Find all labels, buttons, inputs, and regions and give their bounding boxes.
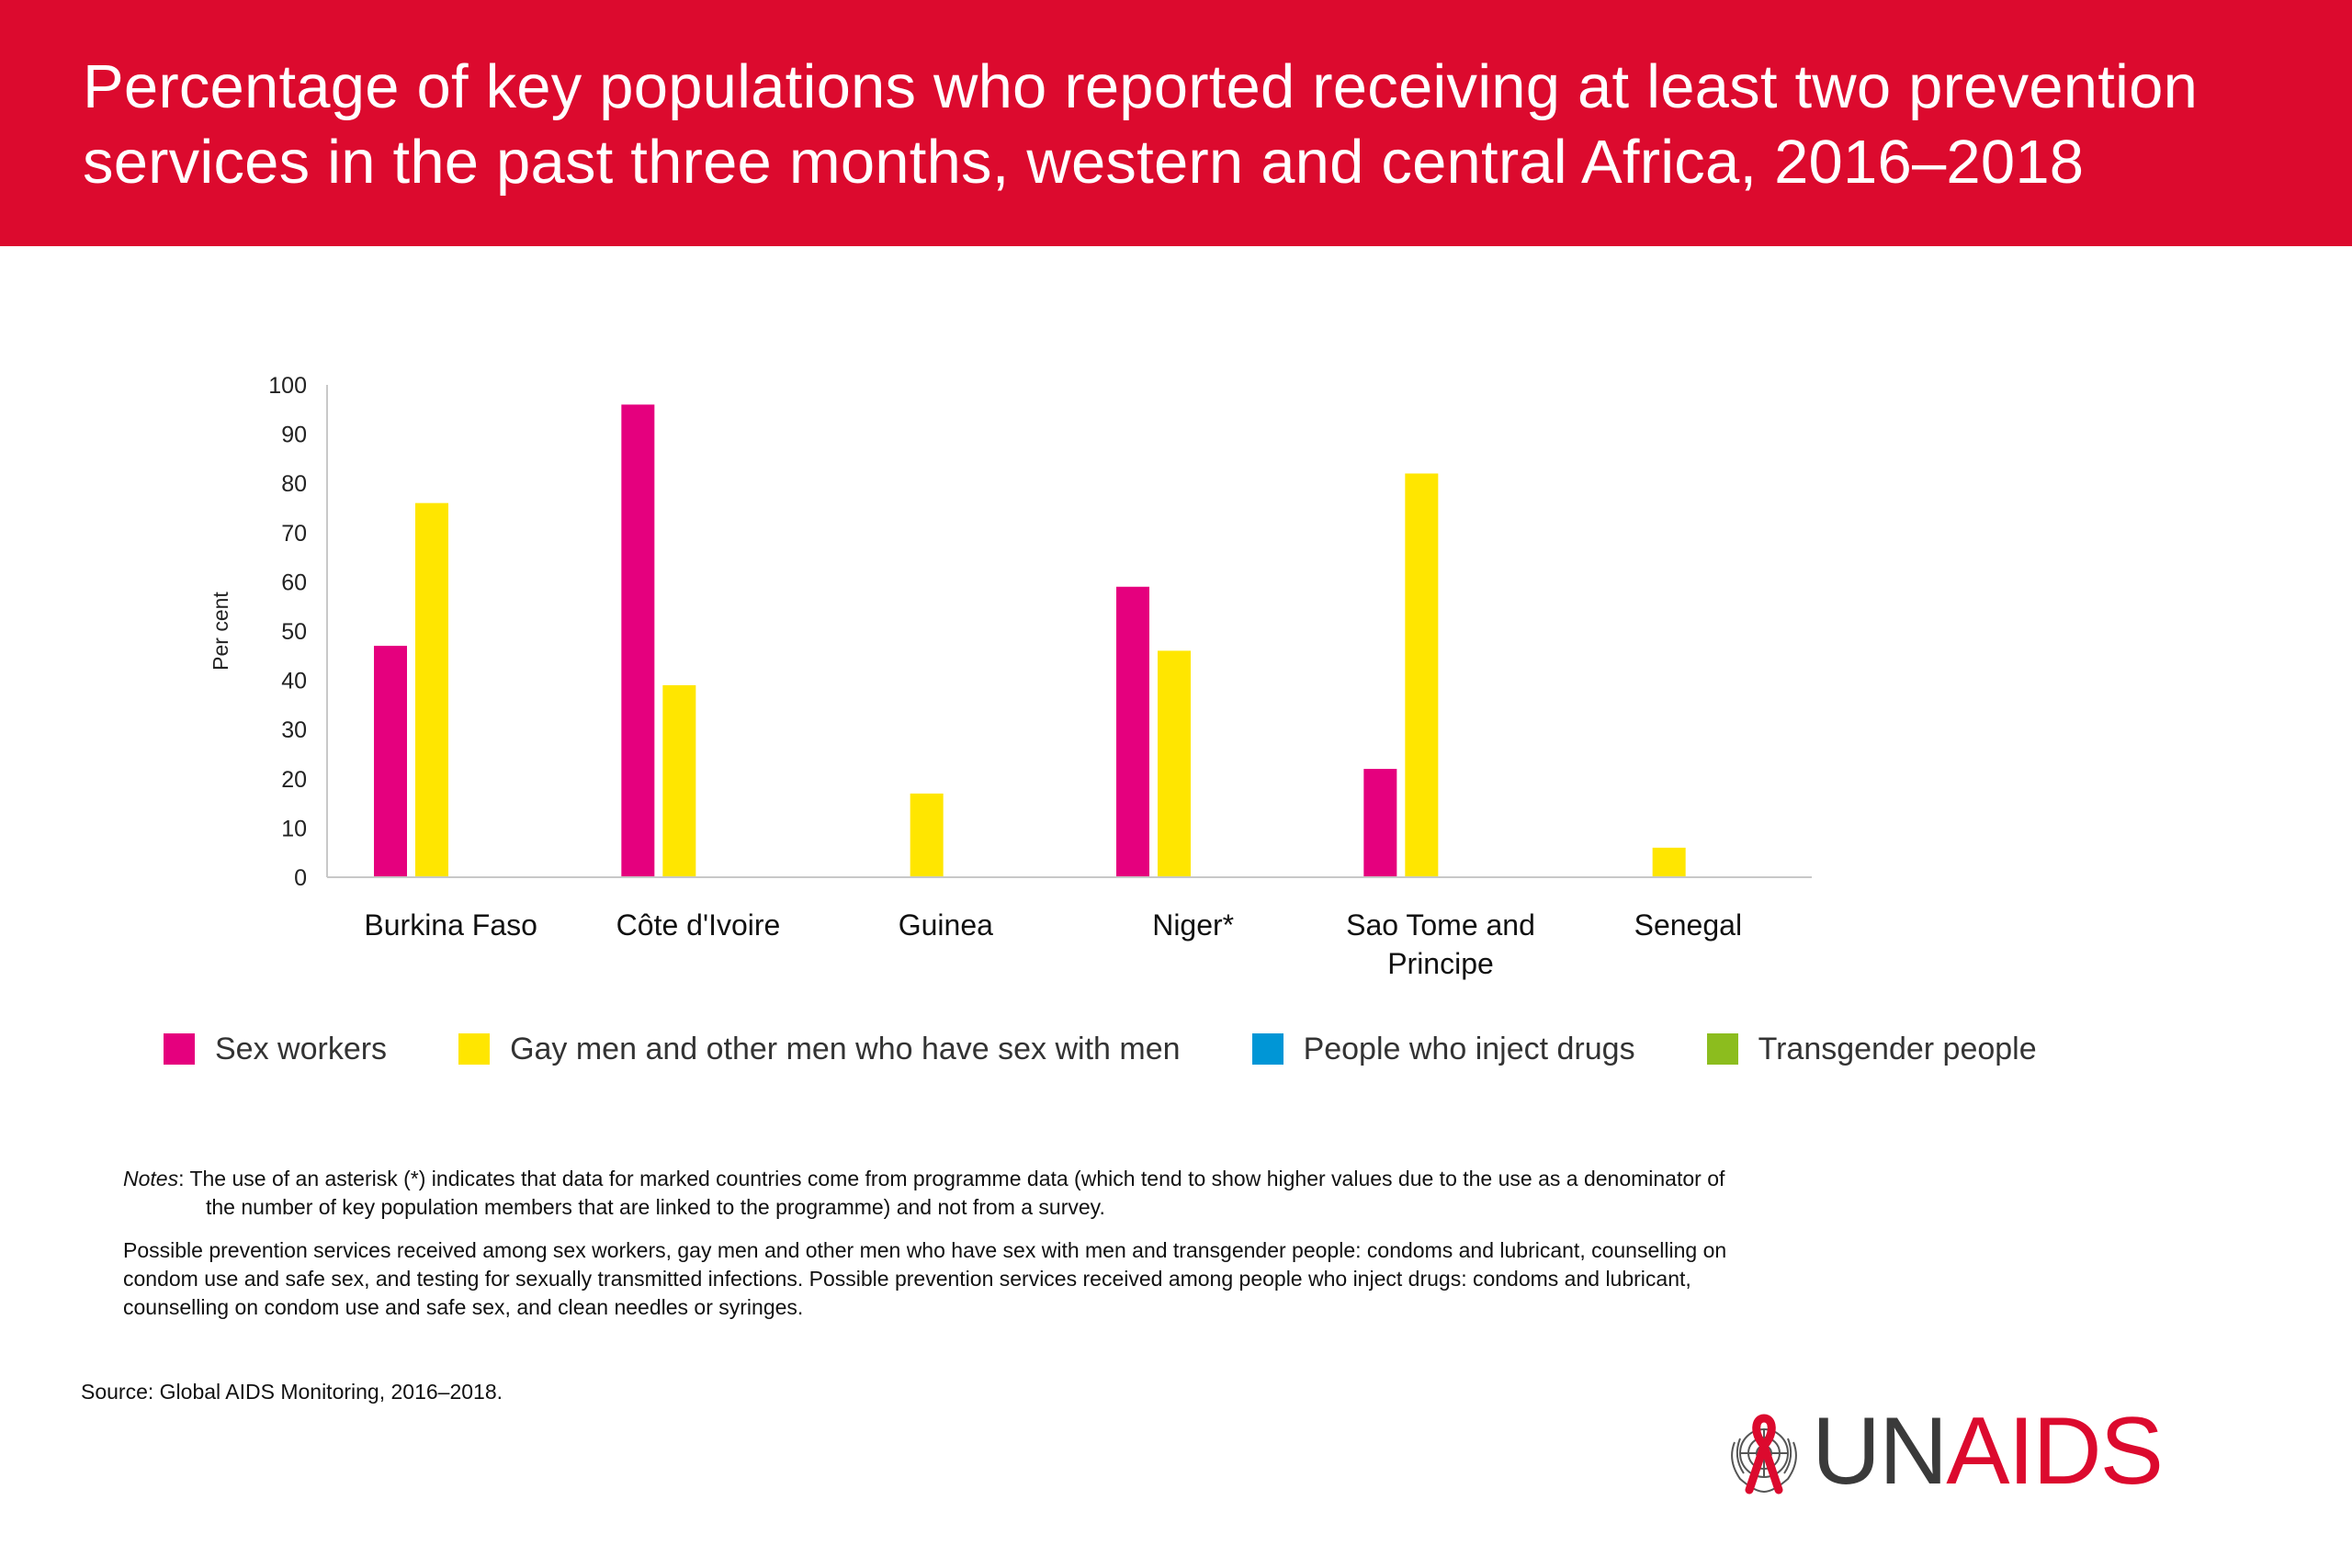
un-emblem-icon: [1731, 1414, 1797, 1495]
bar-chart: 0 10 20 30 40 50 60 70 80 90 100 Burkina Faso Côte …: [209, 373, 1812, 980]
bar: [662, 684, 696, 877]
unaids-wordmark: UNAIDS: [1812, 1404, 2164, 1499]
wordmark-un: UN: [1812, 1398, 1948, 1505]
legend-item: Transgender people: [1706, 1031, 2037, 1067]
x-tick-label-line: Senegal: [1634, 908, 1742, 942]
bar: [621, 404, 655, 877]
bar: [1116, 586, 1149, 877]
bars: [374, 404, 1686, 877]
x-tick-label: Niger*: [1152, 908, 1234, 942]
notes: Notes: The use of an asterisk (*) indica…: [123, 1165, 1740, 1322]
bar: [415, 502, 448, 877]
x-tick-label-line: Burkina Faso: [364, 908, 537, 942]
chart-title-line-1: Percentage of key populations who report…: [83, 52, 2199, 121]
legend-swatch: [1706, 1033, 1738, 1065]
legend-swatch: [458, 1033, 491, 1065]
legend-item: People who inject drugs: [1251, 1031, 1635, 1067]
legend-label: Gay men and other men who have sex with …: [510, 1031, 1181, 1066]
y-tick-label: 0: [294, 865, 307, 891]
x-tick-label-line: Côte d'Ivoire: [616, 908, 781, 942]
bar: [374, 646, 407, 877]
legend-item: Gay men and other men who have sex with …: [458, 1032, 1181, 1067]
x-tick-label-line: Principe: [1387, 947, 1494, 980]
y-axis: 0 10 20 30 40 50 60 70 80 90 100: [268, 373, 328, 891]
bar: [910, 793, 944, 877]
y-tick-label: 50: [281, 619, 307, 645]
legend-swatch: [1251, 1033, 1283, 1065]
y-tick-label: 90: [281, 423, 307, 448]
legend: Sex workers Gay men and other men who hav…: [164, 1027, 2109, 1071]
x-tick-label: Côte d'Ivoire: [616, 908, 781, 942]
x-tick-label: Senegal: [1634, 908, 1742, 942]
notes-label: Notes: [123, 1167, 179, 1190]
x-tick-label-line: Sao Tome and: [1346, 908, 1535, 942]
title-band: Percentage of key populations who report…: [0, 0, 2352, 246]
x-tick-label: Burkina Faso: [364, 908, 537, 942]
y-tick-label: 60: [281, 570, 307, 595]
y-tick-label: 10: [281, 816, 307, 841]
x-axis: Burkina Faso Côte d'Ivoire Guinea Niger* Sao…: [327, 876, 1812, 980]
x-tick-label-line: Niger*: [1152, 908, 1234, 942]
y-tick-label: 100: [268, 373, 307, 399]
unaids-logo: UNAIDS: [1718, 1404, 2177, 1499]
x-tick-label-line: Guinea: [899, 908, 993, 942]
chart-title-line-2: services in the past three months, weste…: [83, 128, 2085, 197]
chart-title: Percentage of key populations who report…: [83, 50, 2269, 200]
y-tick-label: 40: [281, 669, 307, 694]
bar: [1405, 473, 1439, 877]
wordmark-aids: AIDS: [1946, 1398, 2164, 1505]
legend-label: People who inject drugs: [1303, 1031, 1635, 1066]
bar: [1652, 847, 1686, 877]
source-note: Source: Global AIDS Monitoring, 2016–201…: [81, 1380, 503, 1404]
y-axis-label: Per cent: [209, 592, 232, 671]
note-asterisk-text: : The use of an asterisk (*) indicates t…: [178, 1167, 1725, 1219]
x-tick-label: Guinea: [899, 908, 993, 942]
legend-label: Transgender people: [1758, 1031, 2037, 1066]
legend-swatch: [164, 1033, 195, 1065]
note-asterisk: Notes: The use of an asterisk (*) indica…: [123, 1165, 1740, 1222]
y-tick-label: 20: [281, 767, 307, 793]
bar: [1158, 650, 1191, 877]
y-tick-label: 70: [281, 521, 307, 547]
legend-item: Sex workers: [164, 1032, 387, 1067]
bar: [1363, 769, 1397, 877]
y-tick-label: 30: [281, 717, 307, 743]
note-prevention-services: Possible prevention services received am…: [123, 1238, 1727, 1319]
legend-label: Sex workers: [215, 1031, 388, 1066]
y-tick-label: 80: [281, 471, 307, 497]
x-tick-label: Sao Tome and Principe: [1346, 908, 1535, 980]
